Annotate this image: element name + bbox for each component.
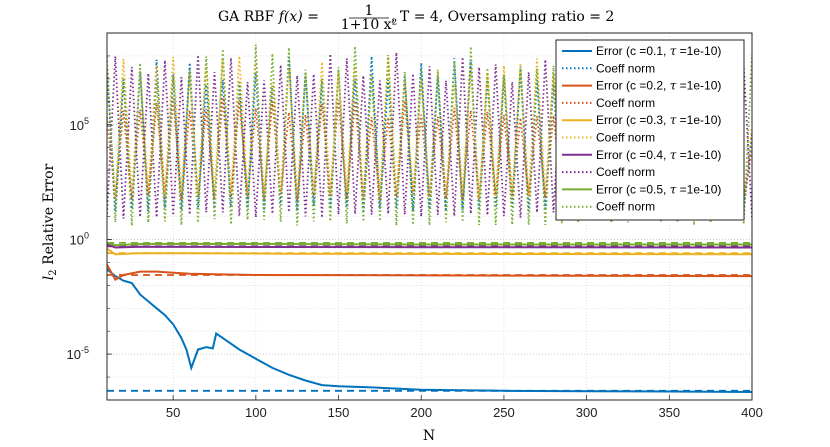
legend-label: Error (c =0.3, τ =1e-10) [596,113,721,127]
x-tick-label: 350 [658,405,680,420]
title-fraction: 1 1+10 x² [341,3,397,33]
x-tick-label: 200 [410,405,432,420]
legend-label: Coeff norm [596,200,655,214]
y-tick-label: 105 [70,116,89,133]
y-tick-label: 10-5 [67,345,89,362]
x-tick-label: 50 [166,405,180,420]
title-fraction-denominator: 1+10 x² [341,17,397,33]
x-tick-label: 400 [741,405,763,420]
legend-label: Error (c =0.5, τ =1e-10) [596,182,721,196]
title-fraction-numerator: 1 [365,3,374,19]
y-axis-label: l2 Relative Error [41,163,59,280]
x-axis-label: N [423,428,435,444]
series-line [107,247,752,256]
x-tick-label: 300 [576,405,598,420]
legend-label: Error (c =0.4, τ =1e-10) [596,148,721,162]
legend-label: Error (c =0.1, τ =1e-10) [596,44,721,58]
y-tick-label: 100 [70,230,89,247]
legend-label: Coeff norm [596,96,655,110]
legend-label: Coeff norm [596,131,655,145]
series-line [107,52,752,219]
x-tick-label: 250 [493,405,515,420]
legend-label: Error (c =0.2, τ =1e-10) [596,79,721,93]
title-suffix: , T = 4, Oversampling ratio = 2 [391,9,614,25]
x-tick-label: 100 [245,405,267,420]
legend: Error (c =0.1, τ =1e-10) Coeff norm Error … [555,39,745,221]
legend-label: Coeff norm [596,165,655,179]
axis-ticks: 50 100 150 200 250 300 350 400 105 100 10-5 [67,32,763,420]
series-line [107,243,752,249]
series-line [107,264,752,281]
chart-title: GA RBF f(x) = [218,9,319,25]
series-line [107,241,752,247]
x-tick-label: 150 [328,405,350,420]
legend-label: Coeff norm [596,61,655,75]
series-line [107,268,752,393]
